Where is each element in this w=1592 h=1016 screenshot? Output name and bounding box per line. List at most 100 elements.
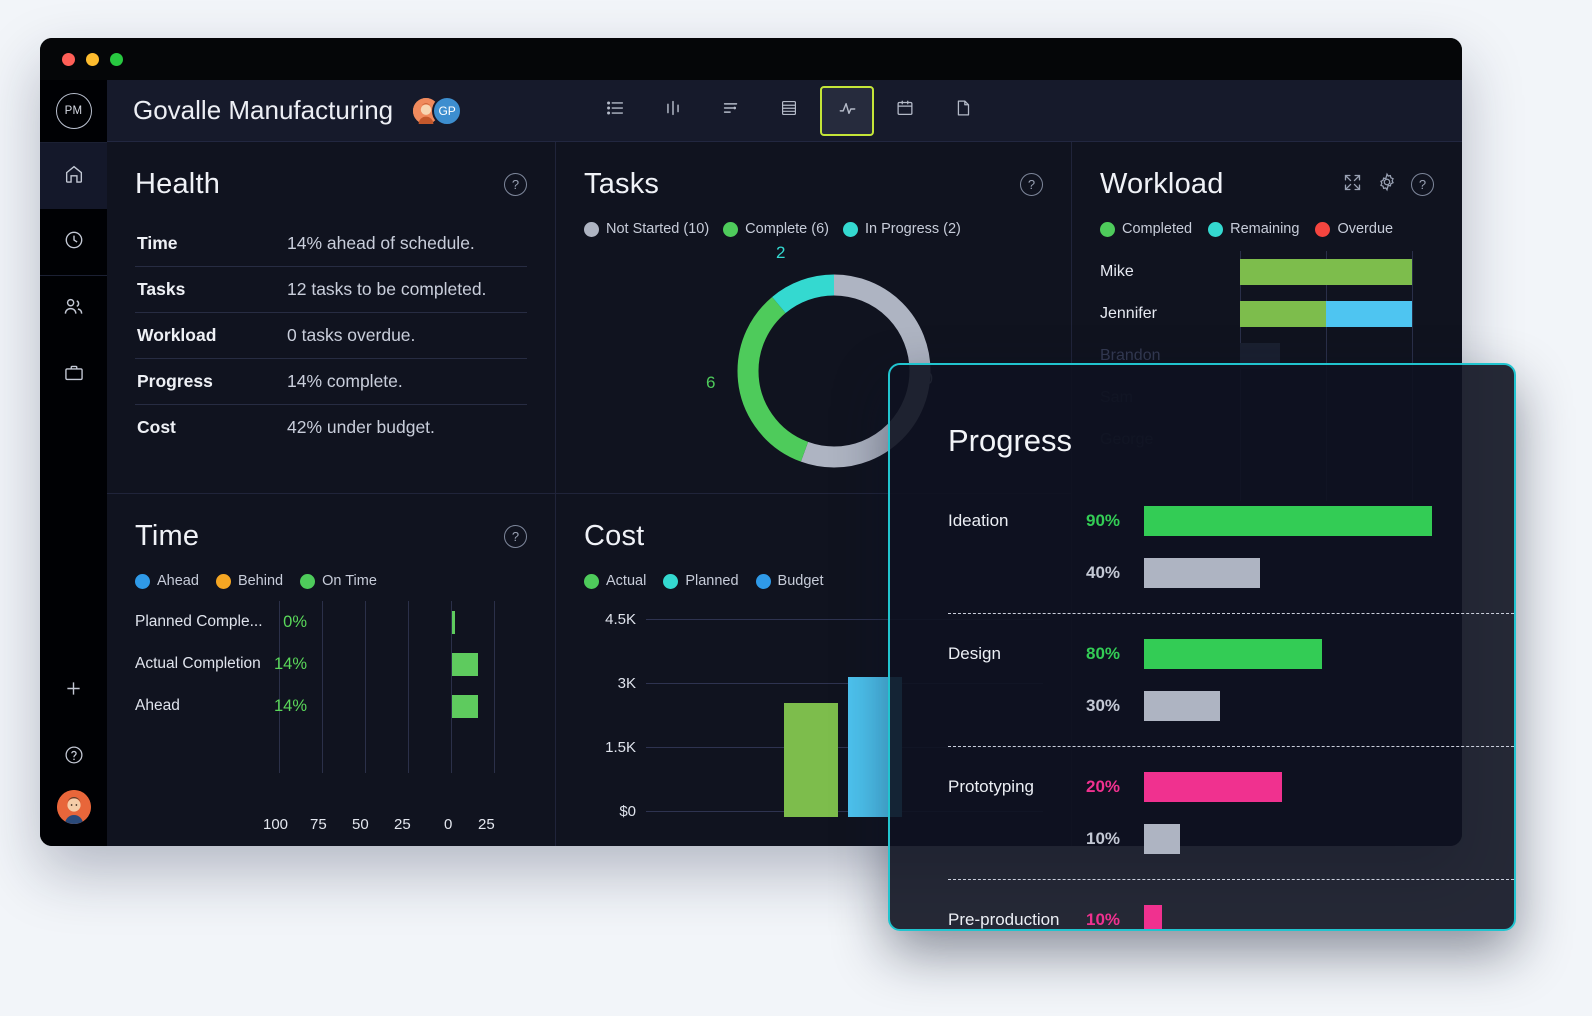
workload-panel: Workload — [1072, 142, 1462, 846]
time-chart: Planned Comple... 0% Actual Completion 1… — [135, 601, 527, 833]
window-body: PM — [40, 80, 1462, 846]
sidebar-item-portfolio[interactable] — [40, 342, 107, 408]
legend-item[interactable]: Budget — [755, 573, 824, 589]
sidebar-item-add[interactable] — [40, 658, 107, 724]
page-title: Govalle Manufacturing — [133, 95, 394, 125]
workload-track — [1240, 293, 1434, 335]
time-bar-label: Actual Completion — [135, 655, 261, 672]
legend-label: In Progress (2) — [864, 221, 961, 237]
briefcase-icon — [63, 362, 85, 389]
cost-chart: 4.5K 3K 1.5K $0 — [584, 603, 1043, 833]
tab-list-view[interactable] — [588, 86, 642, 136]
kanban-icon — [662, 97, 684, 124]
tab-sheet-view[interactable] — [762, 86, 816, 136]
axis-tick: 3K — [617, 675, 636, 692]
time-legend: Ahead Behind On Time — [135, 573, 527, 589]
axis-tick: 25 — [478, 816, 495, 833]
progress-planned-pct: 20% — [1086, 777, 1121, 796]
workload-name: Jennifer — [1100, 305, 1157, 322]
list-icon — [604, 97, 626, 124]
progress-row-actual: 40% — [948, 547, 1514, 599]
legend-swatch — [300, 573, 316, 589]
avatar[interactable] — [56, 790, 91, 824]
legend-item[interactable]: In Progress (2) — [842, 221, 961, 237]
legend-swatch — [584, 573, 599, 589]
cost-title: Cost — [584, 520, 645, 552]
clock-icon — [63, 229, 85, 256]
sidebar-item-time[interactable] — [40, 209, 107, 275]
legend-item[interactable]: Remaining — [1208, 221, 1299, 237]
workload-name: Mike — [1100, 263, 1134, 280]
legend-item[interactable]: Complete (6) — [723, 221, 829, 237]
sidebar-item-help[interactable] — [40, 724, 107, 790]
legend-label: Complete (6) — [745, 221, 829, 237]
progress-planned-bar — [1144, 772, 1282, 802]
time-title: Time — [135, 520, 200, 552]
axis-tick: 75 — [310, 816, 327, 833]
legend-label: Budget — [777, 573, 824, 589]
tab-gantt-view[interactable] — [704, 86, 758, 136]
axis-tick: 100 — [263, 816, 289, 833]
progress-phase-name: Design — [948, 644, 1001, 663]
workload-bar-completed — [1240, 259, 1412, 285]
help-icon[interactable]: ? — [1411, 173, 1434, 196]
people-icon — [62, 295, 85, 323]
progress-actual-bar — [1144, 558, 1260, 588]
legend-swatch — [755, 573, 771, 589]
tab-pages-view[interactable] — [936, 86, 990, 136]
member-avatar-initials[interactable]: GP — [432, 95, 463, 126]
tasks-panel-header: Tasks ? — [584, 168, 1043, 201]
expand-icon[interactable] — [1342, 172, 1363, 198]
health-row-key: Workload — [137, 325, 217, 345]
health-panel-header: Health ? — [135, 168, 527, 201]
progress-phase-name: Pre-production — [948, 910, 1060, 929]
close-window-button[interactable] — [62, 52, 75, 66]
progress-actual-bar — [1144, 691, 1220, 721]
progress-planned-pct: 90% — [1086, 511, 1121, 530]
health-row-key: Tasks — [137, 279, 186, 299]
help-icon[interactable]: ? — [504, 525, 527, 548]
sidebar-item-team[interactable] — [40, 276, 107, 342]
progress-actual-bar — [1144, 824, 1180, 854]
time-bar-fill — [452, 652, 478, 676]
minimize-window-button[interactable] — [86, 52, 99, 66]
time-bar-fill — [452, 610, 455, 634]
workload-row: Mike — [1100, 251, 1434, 293]
health-row-value: 42% under budget. — [287, 417, 435, 437]
time-panel: Time ? Ahead Behind — [107, 494, 555, 846]
help-circle-icon — [63, 744, 85, 771]
sheet-icon — [778, 97, 800, 124]
legend-item[interactable]: On Time — [300, 573, 377, 589]
help-icon[interactable]: ? — [1020, 173, 1043, 196]
gear-icon[interactable] — [1376, 171, 1398, 198]
health-row-key: Cost — [137, 417, 176, 437]
legend-label: Remaining — [1230, 221, 1300, 237]
legend-swatch — [663, 573, 679, 589]
progress-actual-pct: 40% — [1086, 563, 1121, 582]
legend-item[interactable]: Ahead — [135, 573, 199, 589]
document-icon — [952, 97, 974, 124]
tab-dashboard-view[interactable] — [820, 85, 875, 136]
workload-track — [1240, 251, 1434, 293]
legend-item[interactable]: Overdue — [1315, 221, 1393, 237]
app-logo[interactable]: PM — [40, 80, 107, 142]
user-avatar-icon — [56, 790, 91, 824]
maximize-window-button[interactable] — [110, 52, 123, 66]
legend-label: Overdue — [1337, 221, 1394, 237]
help-icon[interactable]: ? — [504, 173, 527, 196]
progress-actual-pct: 10% — [1086, 829, 1121, 848]
axis-tick: $0 — [619, 803, 636, 820]
tab-calendar-view[interactable] — [878, 86, 932, 136]
legend-item[interactable]: Behind — [215, 573, 283, 589]
window-titlebar — [40, 38, 1462, 80]
progress-title: Progress — [948, 423, 1073, 458]
sidebar-item-home[interactable] — [40, 143, 107, 209]
workload-name: Brandon — [1100, 347, 1161, 364]
legend-item[interactable]: Planned — [663, 573, 739, 589]
tab-board-view[interactable] — [646, 86, 700, 136]
workload-header-actions: ? — [1342, 171, 1434, 198]
legend-item[interactable]: Completed — [1100, 221, 1192, 237]
legend-swatch — [842, 221, 858, 237]
legend-item[interactable]: Not Started (10) — [584, 221, 709, 237]
legend-item[interactable]: Actual — [584, 573, 646, 589]
